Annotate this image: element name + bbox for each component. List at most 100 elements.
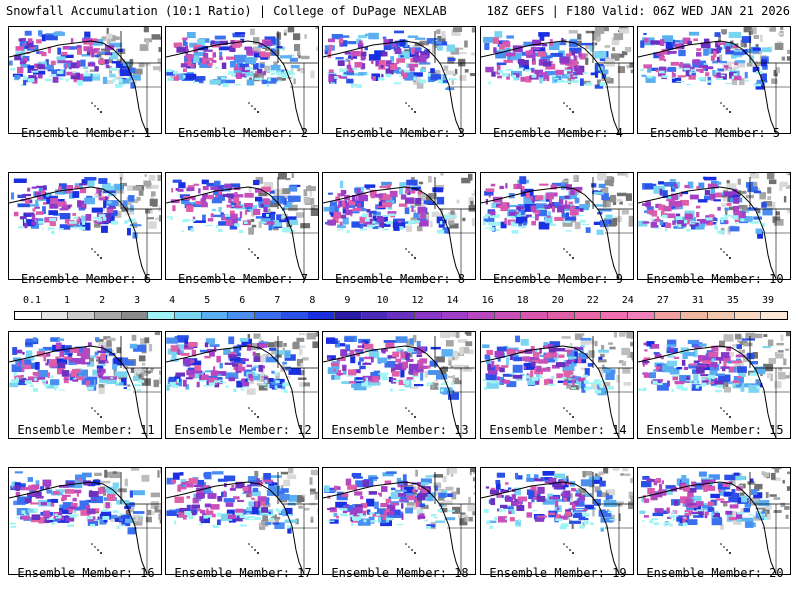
- colorbar-tick-label: 12: [411, 295, 424, 306]
- ensemble-member-map: [637, 172, 791, 280]
- colorbar-swatch: [94, 312, 122, 319]
- ensemble-member-label: Ensemble Member: 18: [331, 566, 469, 580]
- colorbar-tick-label: 2: [99, 295, 106, 306]
- ensemble-member-map: [322, 172, 476, 280]
- colorbar-swatch: [201, 312, 229, 319]
- chart-title: Snowfall Accumulation (10:1 Ratio) | Col…: [6, 4, 447, 18]
- ensemble-member-label: Ensemble Member: 14: [489, 423, 627, 437]
- ensemble-member-map: [637, 331, 791, 439]
- snowfall-colorbar: [14, 311, 788, 320]
- colorbar-tick-label: 20: [551, 295, 564, 306]
- colorbar-swatch: [441, 312, 469, 319]
- colorbar-swatch: [494, 312, 522, 319]
- ensemble-member-label: Ensemble Member: 17: [174, 566, 312, 580]
- ensemble-member-label: Ensemble Member: 4: [492, 126, 624, 140]
- snowfall-map-icon: [166, 332, 318, 438]
- ensemble-member-label: Ensemble Member: 9: [492, 272, 624, 286]
- ensemble-member-map: [322, 331, 476, 439]
- snowfall-map-icon: [323, 27, 475, 133]
- ensemble-member-map: [165, 26, 319, 134]
- colorbar-tick-label: 1: [64, 295, 71, 306]
- snowfall-map-icon: [166, 27, 318, 133]
- colorbar-tick-label: 9: [344, 295, 351, 306]
- ensemble-member-map: [165, 331, 319, 439]
- ensemble-member-label: Ensemble Member: 1: [20, 126, 152, 140]
- colorbar-tick-label: 5: [204, 295, 211, 306]
- ensemble-member-label: Ensemble Member: 16: [17, 566, 155, 580]
- snowfall-map-icon: [638, 173, 790, 279]
- colorbar-swatch: [708, 312, 735, 319]
- ensemble-member-map: [480, 331, 634, 439]
- colorbar-tick-label: 18: [516, 295, 529, 306]
- colorbar-tick-label: 22: [586, 295, 599, 306]
- ensemble-member-label: Ensemble Member: 5: [649, 126, 781, 140]
- colorbar-tick-label: 6: [239, 295, 246, 306]
- snowfall-map-icon: [481, 173, 633, 279]
- snowfall-map-icon: [481, 468, 633, 574]
- snowfall-map-icon: [638, 27, 790, 133]
- ensemble-member-label: Ensemble Member: 12: [174, 423, 312, 437]
- colorbar-tick-labels: 0.1 1 2 3 4 5 6 7 8 9 10 12 14 16 18 20 22 24 27 31 35 39: [14, 295, 786, 309]
- ensemble-member-label: Ensemble Member: 15: [646, 423, 784, 437]
- ensemble-member-label: Ensemble Member: 3: [334, 126, 466, 140]
- colorbar-swatch: [308, 312, 335, 319]
- colorbar-tick-label: 27: [656, 295, 669, 306]
- colorbar-swatch: [228, 312, 255, 319]
- ensemble-member-map: [480, 172, 634, 280]
- colorbar-swatch: [574, 312, 602, 319]
- colorbar-swatch: [548, 312, 575, 319]
- ensemble-member-label: Ensemble Member: 2: [177, 126, 309, 140]
- ensemble-member-map: [8, 467, 162, 575]
- snowfall-map-icon: [638, 332, 790, 438]
- colorbar-swatch: [281, 312, 309, 319]
- colorbar-swatch: [15, 312, 42, 319]
- snowfall-map-icon: [9, 27, 161, 133]
- colorbar-tick-label: 7: [274, 295, 281, 306]
- ensemble-member-map: [322, 26, 476, 134]
- snowfall-map-icon: [323, 173, 475, 279]
- colorbar-swatch: [734, 312, 762, 319]
- snowfall-map-icon: [323, 468, 475, 574]
- colorbar-swatch: [121, 312, 149, 319]
- snowfall-map-icon: [166, 468, 318, 574]
- colorbar-swatch: [68, 312, 95, 319]
- colorbar-swatch: [388, 312, 415, 319]
- ensemble-member-label: Ensemble Member: 6: [20, 272, 152, 286]
- snowfall-map-icon: [9, 332, 161, 438]
- colorbar-tick-label: 39: [761, 295, 775, 306]
- colorbar-tick-label: 4: [169, 295, 176, 306]
- colorbar-tick-label: 16: [481, 295, 494, 306]
- ensemble-member-label: Ensemble Member: 10: [646, 272, 784, 286]
- colorbar-swatch: [254, 312, 282, 319]
- ensemble-member-map: [637, 467, 791, 575]
- colorbar-swatch: [148, 312, 175, 319]
- colorbar-swatch: [361, 312, 389, 319]
- snowfall-map-icon: [481, 27, 633, 133]
- colorbar-tick-label: 3: [134, 295, 141, 306]
- colorbar-swatch: [334, 312, 362, 319]
- colorbar-swatch: [681, 312, 709, 319]
- colorbar-swatch: [654, 312, 682, 319]
- snowfall-map-icon: [638, 468, 790, 574]
- ensemble-member-map: [637, 26, 791, 134]
- colorbar-swatch: [468, 312, 495, 319]
- ensemble-member-label: Ensemble Member: 13: [331, 423, 469, 437]
- ensemble-member-map: [165, 467, 319, 575]
- colorbar-tick-label: 31: [691, 295, 704, 306]
- ensemble-member-label: Ensemble Member: 19: [489, 566, 627, 580]
- colorbar-tick-label: 0.1: [22, 295, 42, 306]
- colorbar-swatch: [628, 312, 655, 319]
- colorbar-swatch: [601, 312, 629, 319]
- colorbar-swatch: [414, 312, 442, 319]
- ensemble-member-map: [480, 26, 634, 134]
- ensemble-member-map: [8, 331, 162, 439]
- ensemble-member-label: Ensemble Member: 7: [177, 272, 309, 286]
- run-valid-time: 18Z GEFS | F180 Valid: 06Z WED JAN 21 20…: [486, 4, 790, 18]
- colorbar-tick-label: 8: [309, 295, 316, 306]
- snowfall-map-icon: [9, 173, 161, 279]
- colorbar-tick-label: 24: [621, 295, 634, 306]
- snowfall-map-icon: [323, 332, 475, 438]
- ensemble-member-label: Ensemble Member: 8: [334, 272, 466, 286]
- colorbar-swatch: [761, 312, 788, 319]
- ensemble-member-map: [165, 172, 319, 280]
